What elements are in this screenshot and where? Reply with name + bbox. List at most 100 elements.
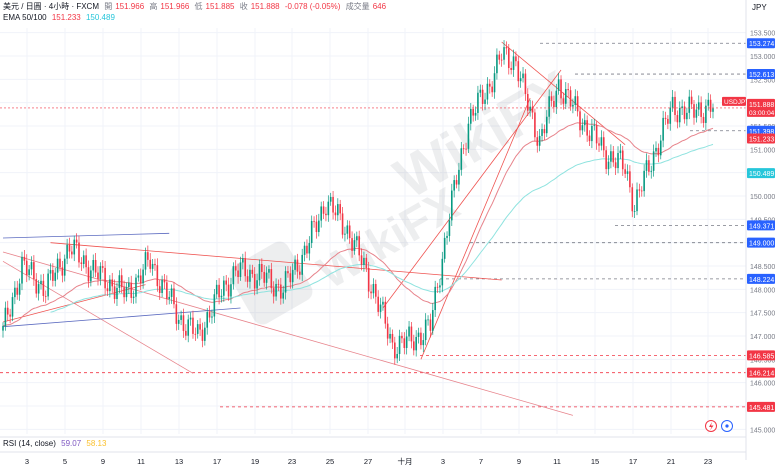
candle-body — [182, 315, 185, 331]
candle-body — [180, 315, 182, 320]
price-level-badge — [747, 220, 775, 231]
candle-body — [553, 100, 555, 108]
candle-body — [163, 279, 166, 283]
candle-body — [344, 233, 346, 235]
candle-body — [488, 83, 491, 87]
candle-body — [674, 96, 676, 116]
time-tick-label: 11 — [137, 457, 145, 466]
candle-body — [686, 112, 688, 120]
candle-body — [261, 263, 263, 272]
candle-body — [120, 275, 123, 288]
candle-body — [498, 54, 501, 60]
time-tick-label: 27 — [364, 457, 372, 466]
candle-body — [130, 282, 133, 298]
rsi-label[interactable]: RSI (14, close) — [3, 439, 56, 448]
candle-body — [600, 137, 603, 146]
candle-body — [648, 160, 650, 172]
candle-body — [505, 47, 508, 49]
candle-body — [185, 330, 187, 336]
candle-body — [232, 266, 235, 285]
candle-body — [268, 269, 270, 273]
time-tick-label: 9 — [101, 457, 105, 466]
candle-body — [147, 252, 149, 260]
candle-body — [465, 148, 467, 150]
candle-body — [519, 78, 522, 82]
candle-body — [517, 61, 520, 82]
candle-body — [42, 280, 45, 296]
price-level-badge — [747, 401, 775, 412]
price-level-badge — [747, 237, 775, 248]
price-level-label: 152.613 — [749, 72, 774, 79]
candle-body — [75, 239, 78, 243]
candle-body — [284, 271, 287, 293]
candle-body — [493, 73, 496, 93]
candle-body — [227, 284, 230, 297]
candle-body — [695, 109, 698, 118]
candle-body — [218, 284, 220, 298]
candle-body — [413, 341, 415, 351]
candle-body — [310, 220, 313, 244]
candle-body — [700, 102, 702, 117]
candle-body — [643, 170, 645, 192]
rsi-value: 59.07 — [61, 439, 82, 448]
candle-body — [555, 90, 558, 108]
candle-body — [479, 89, 482, 93]
last-price-label: 151.888 — [749, 102, 774, 109]
candle-body — [341, 213, 344, 235]
candle-body — [139, 275, 142, 284]
candle-body — [515, 56, 517, 62]
candle-body — [538, 135, 541, 146]
price-tick-label: 146.000 — [750, 381, 775, 388]
candle-body — [37, 284, 40, 294]
candle-body — [602, 137, 605, 151]
flash-icon[interactable] — [705, 420, 717, 432]
candle-body — [453, 180, 455, 191]
candle-body — [14, 287, 16, 298]
candle-body — [510, 68, 512, 70]
candle-body — [424, 319, 427, 341]
volume-label: 成交量 — [345, 2, 370, 11]
candle-body — [408, 326, 410, 337]
candle-body — [87, 267, 90, 282]
ema-value-label: 151.233 — [749, 136, 774, 143]
candle-body — [101, 266, 104, 268]
candle-body — [177, 319, 180, 324]
candle-body — [477, 92, 479, 113]
candle-body — [690, 96, 693, 105]
candle-body — [142, 269, 144, 284]
price-tick-label: 153.500 — [750, 31, 775, 38]
ema-label[interactable]: EMA 50/100 — [3, 13, 47, 22]
candle-body — [289, 273, 292, 283]
candle-body — [446, 235, 448, 238]
candle-body — [543, 129, 546, 134]
candle-body — [40, 280, 42, 285]
settings-icon[interactable] — [721, 420, 733, 432]
candle-body — [567, 89, 569, 91]
candle-body — [379, 304, 382, 312]
price-axis: 145.000145.500146.000146.500147.000147.5… — [722, 0, 775, 460]
candle-body — [664, 117, 667, 119]
time-tick-label: 3 — [441, 457, 445, 466]
candle-body — [481, 89, 484, 104]
volume-value: 646 — [372, 2, 387, 11]
trend-line — [382, 69, 562, 309]
candle-body — [650, 170, 653, 172]
candle-body — [422, 340, 425, 346]
candle-body — [401, 335, 403, 339]
candle-body — [460, 148, 463, 170]
candle-body — [170, 288, 173, 297]
candle-body — [151, 263, 154, 269]
candle-body — [111, 279, 114, 287]
candle-body — [624, 169, 626, 174]
symbol-name[interactable]: 美元 / 日圓 · 4小時 · FXCM — [3, 2, 99, 11]
change-value: -0.078 (-0.05%) — [284, 2, 341, 11]
candle-body — [441, 258, 444, 286]
ema-legend: EMA 50/100 151.233 150.489 — [3, 13, 118, 23]
candle-body — [244, 258, 247, 277]
candle-body — [66, 244, 68, 259]
ema100-line — [50, 143, 714, 313]
candle-body — [640, 190, 643, 192]
candle-body — [365, 257, 368, 268]
candle-body — [9, 314, 11, 317]
